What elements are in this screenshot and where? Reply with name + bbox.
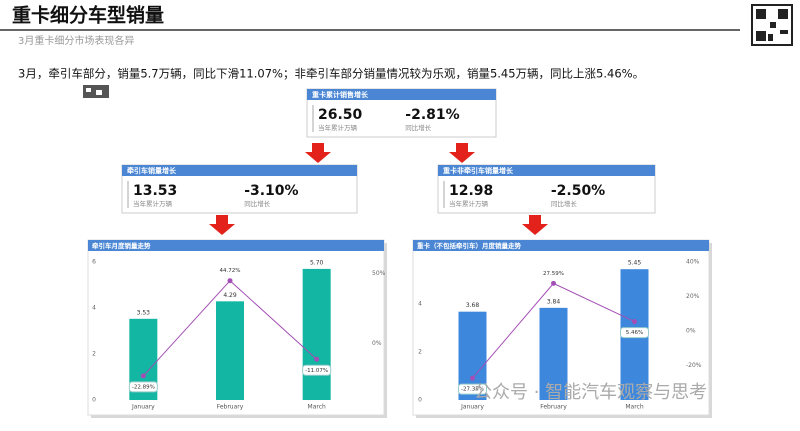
line-label-box [302,364,332,376]
title: 重卡细分车型销量 [12,4,164,27]
y2-tick-label: -20% [686,362,702,369]
line-value-label: 44.72% [220,268,241,274]
kpi-header [438,165,655,176]
y2-tick-label: 20% [686,293,700,300]
x-tick-label: January [131,404,155,411]
kpi-title: 重卡累计销售增长 [312,90,369,99]
y-tick-label: 6 [92,259,96,266]
line-label-box [128,381,158,393]
y-tick-label: 2 [92,351,96,358]
line-value-label: -27.35% [461,387,484,393]
y2-tick-label: 0% [686,328,696,335]
x-tick-label: January [460,404,484,411]
x-tick-label: March [308,404,326,411]
watermark: 公众号 · 智能汽车观察与思考 [474,382,707,403]
kpi-change-label: 同比增长 [551,199,578,208]
kpi-value: 13.53 [133,183,177,199]
kpi-change: -2.50% [551,183,605,199]
y-tick-label: 0 [418,397,422,404]
chart-header [413,240,709,251]
subtitle: 3月重卡细分市场表现各异 [18,34,134,47]
line-point [314,356,320,362]
y-tick-label: 0 [92,397,96,404]
kpi-value-label: 当年累计万辆 [133,199,173,208]
qr-code [751,4,793,46]
line-point [140,373,146,379]
kpi-header [122,165,357,176]
bar-value-label: 4.29 [223,292,237,299]
line-point [632,319,637,325]
y2-tick-label: 40% [686,259,700,266]
kpi-title: 牵引车销量增长 [127,166,177,175]
line-label-box [458,383,487,395]
x-tick-label: February [540,404,567,411]
line-value-label: 5.46% [626,330,643,336]
arrows [209,143,548,235]
y2-tick-label: 50% [372,270,386,277]
bar-value-label: 5.45 [628,260,642,267]
kpi-value: 12.98 [449,183,493,199]
bar [539,307,568,400]
kpi-value: 26.50 [318,107,363,123]
kpi-title: 重卡非牵引车销量增长 [443,166,514,175]
kpi-header [307,89,496,100]
x-tick-label: February [217,404,244,411]
y-tick-label: 4 [92,305,96,312]
bar [302,268,331,400]
line-value-label: -11.07% [305,368,328,374]
line-label-box [620,327,649,339]
line-point [470,375,475,381]
kpi-change-label: 同比增长 [405,123,432,132]
kpi-change-label: 同比增长 [244,199,271,208]
chart-title: 重卡（不包括牵引车）月度销量走势 [417,241,522,250]
small-qr [83,85,109,98]
kpi-value-label: 当年累计万辆 [449,199,489,208]
bar-value-label: 5.70 [310,259,324,266]
y2-tick-label: 0% [372,340,382,347]
line-value-label: 27.59% [543,271,564,277]
y-tick-label: 2 [418,349,422,356]
bar-value-label: 3.68 [466,302,480,309]
x-tick-label: March [625,404,643,411]
chart-header [88,240,384,251]
chart-title: 牵引车月度销量走势 [92,241,151,250]
bar-value-label: 3.53 [137,309,151,316]
kpi-change: -2.81% [405,107,459,123]
line-point [551,280,556,286]
summary-text: 3月，牵引车部分，销量5.7万辆，同比下滑11.07%；非牵引车部分销量情况较为… [18,67,644,81]
bar-value-label: 3.84 [547,298,561,305]
y-tick-label: 4 [418,301,422,308]
bar [216,301,244,400]
kpi-change: -3.10% [244,183,298,199]
kpi-value-label: 当年累计万辆 [318,123,358,132]
line-point [227,278,233,284]
line-value-label: -22.89% [132,384,155,390]
